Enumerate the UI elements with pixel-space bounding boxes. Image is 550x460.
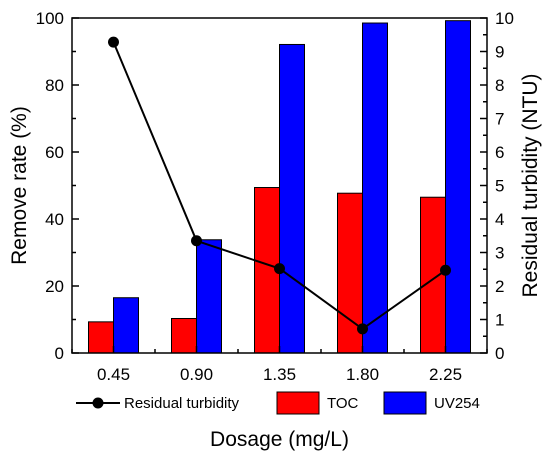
right-tick-label-9: 9	[495, 43, 504, 62]
left-tick-label-60: 60	[45, 143, 64, 162]
x-axis-title: Dosage (mg/L)	[210, 428, 349, 451]
right-tick-label-5: 5	[495, 177, 504, 196]
right-tick-label-6: 6	[495, 143, 504, 162]
left-tick-label-100: 100	[36, 9, 64, 28]
turbidity-point-0	[108, 36, 119, 48]
legend-label-uv254: UV254	[434, 395, 480, 412]
left-tick-label-40: 40	[45, 210, 64, 229]
turbidity-point-4	[440, 264, 451, 276]
legend-toc-swatch	[276, 391, 320, 415]
turbidity-point-1	[191, 235, 202, 247]
bar-uv254-1	[196, 239, 222, 354]
x-tick-label-0.90: 0.90	[180, 365, 213, 384]
bar-toc-1	[171, 317, 197, 354]
right-tick-label-8: 8	[495, 76, 504, 95]
turbidity-line-layer	[108, 36, 451, 335]
bar-uv254-0	[113, 297, 139, 354]
left-tick-label-20: 20	[45, 277, 64, 296]
left-tick-label-0: 0	[55, 344, 64, 363]
x-tick-label-1.35: 1.35	[263, 365, 296, 384]
bar-uv254-3	[362, 22, 388, 354]
legend: Residual turbidity TOC UV254	[76, 391, 480, 415]
y2-axis-title: Residual turbidity (NTU)	[519, 73, 542, 297]
right-tick-label-10: 10	[495, 9, 514, 28]
left-axis: 0 20 40 60 80 100	[36, 9, 79, 363]
right-tick-label-3: 3	[495, 244, 504, 263]
x-axis: 0.45 0.90 1.35 1.80 2.25	[71, 346, 488, 384]
right-tick-label-0: 0	[495, 344, 504, 363]
right-axis: 0 1 2 3 4 5 6 7 8 9 10	[480, 9, 514, 363]
bar-uv254-2	[279, 43, 305, 354]
legend-label-toc: TOC	[327, 395, 359, 412]
legend-uv254-swatch	[383, 391, 427, 415]
bar-uv254-4	[445, 20, 471, 354]
bar-toc-0	[88, 321, 114, 354]
bar-toc-4	[420, 196, 446, 354]
x-tick-label-1.80: 1.80	[346, 365, 379, 384]
x-tick-label-2.25: 2.25	[429, 365, 462, 384]
left-tick-label-80: 80	[45, 76, 64, 95]
right-tick-label-2: 2	[495, 277, 504, 296]
turbidity-point-3	[357, 323, 368, 335]
turbidity-point-2	[274, 263, 285, 275]
right-tick-label-4: 4	[495, 210, 504, 229]
legend-line-marker	[92, 397, 104, 409]
x-tick-label-0.45: 0.45	[97, 365, 130, 384]
legend-label-turbidity: Residual turbidity	[124, 395, 240, 412]
y-axis-title: Remove rate (%)	[8, 106, 31, 265]
right-tick-label-1: 1	[495, 311, 504, 330]
right-tick-label-7: 7	[495, 110, 504, 129]
bars-layer	[88, 20, 471, 354]
